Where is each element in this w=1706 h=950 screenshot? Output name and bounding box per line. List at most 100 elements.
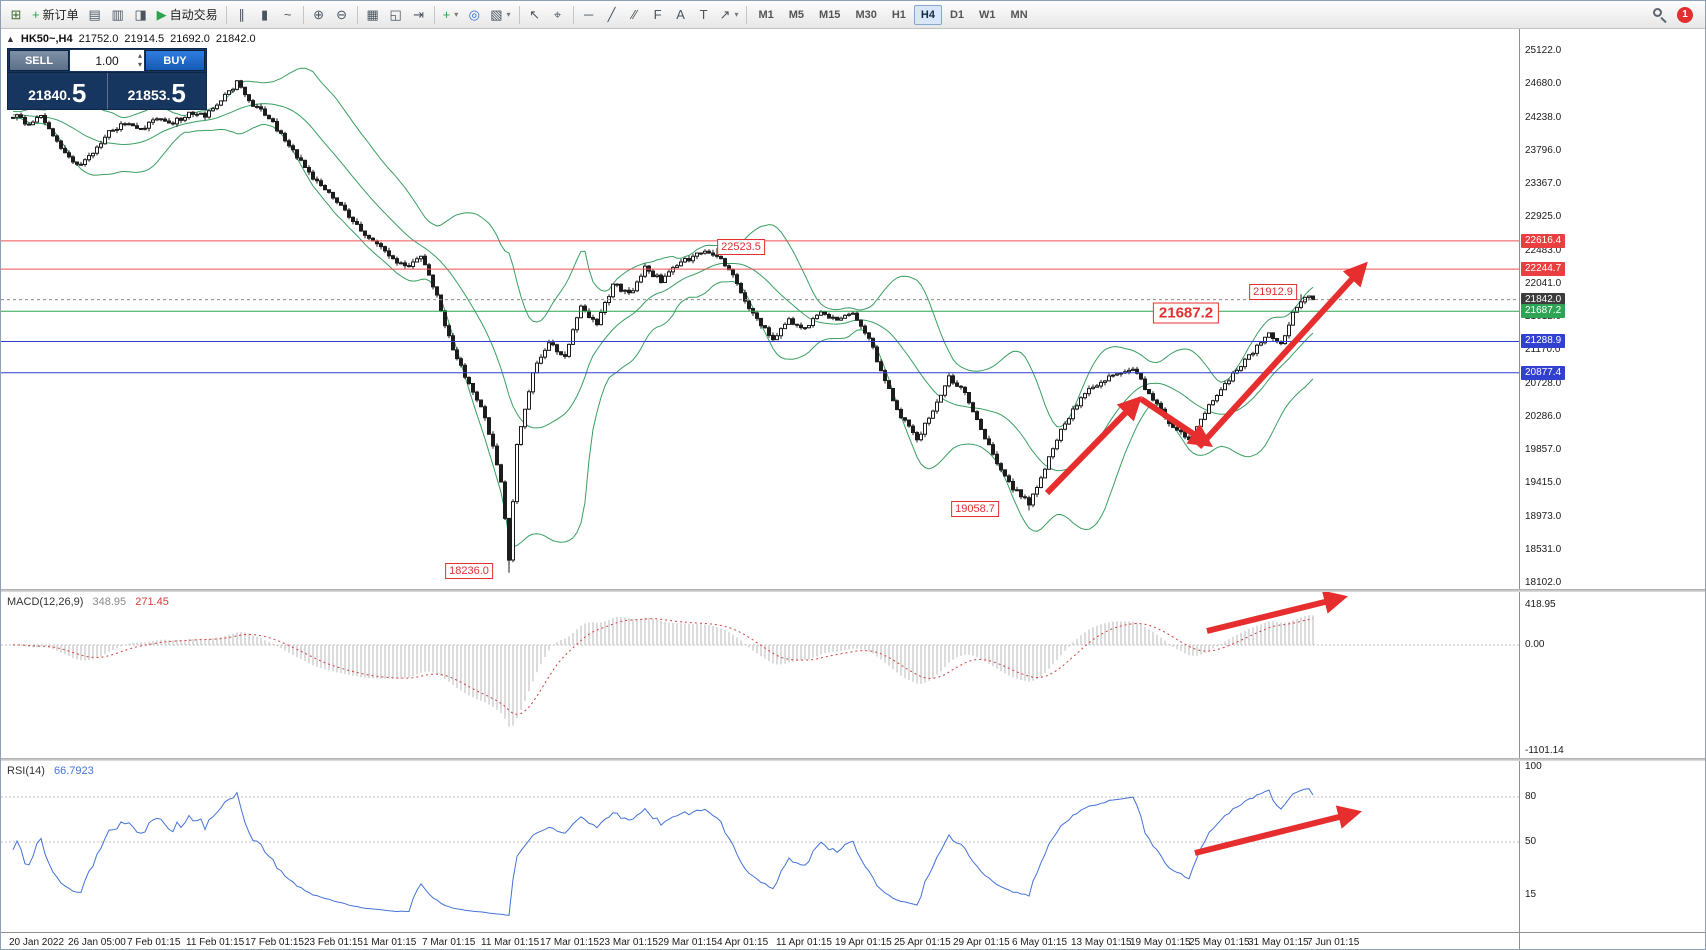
time-axis-label: 19 May 01:15 bbox=[1130, 937, 1191, 948]
data-window-icon: ▥ bbox=[111, 7, 124, 22]
horizontal-line-button[interactable]: ─ bbox=[578, 4, 600, 26]
panel-splitter[interactable] bbox=[1, 758, 1705, 761]
price-annotation[interactable]: 18236.0 bbox=[445, 563, 493, 579]
chart-shift-button[interactable]: ⇥ bbox=[408, 4, 430, 26]
sell-button[interactable]: SELL bbox=[9, 50, 69, 71]
timeframe-w1[interactable]: W1 bbox=[979, 8, 996, 21]
zoom-in-icon: ⊕ bbox=[313, 7, 325, 22]
template-button[interactable]: ▧ ▾ bbox=[486, 4, 514, 26]
candlestick-chart-icon: ▮ bbox=[261, 7, 269, 22]
bear-candles bbox=[19, 80, 1315, 561]
timeframe-mn[interactable]: MN bbox=[1010, 8, 1028, 21]
volume-stepper[interactable]: ▴ ▾ bbox=[138, 51, 142, 69]
trend-arrow[interactable] bbox=[1196, 261, 1368, 450]
new-order-label: 新订单 bbox=[42, 8, 79, 22]
price-axis-divider[interactable] bbox=[1519, 29, 1520, 949]
trend-arrow[interactable] bbox=[1206, 592, 1348, 634]
ohlc-high: 21914.5 bbox=[124, 33, 165, 45]
price-annotation[interactable]: 21912.9 bbox=[1249, 284, 1297, 300]
add-indicator-dropdown-icon[interactable]: ▾ bbox=[454, 10, 459, 19]
equidistant-channel-icon: ∕∕ bbox=[632, 7, 637, 22]
notifications-badge[interactable]: 1 bbox=[1677, 6, 1693, 23]
cursor-button[interactable]: ↖ bbox=[524, 4, 546, 26]
time-axis-label: 26 Jan 05:00 bbox=[68, 937, 126, 948]
timeframe-m30[interactable]: M30 bbox=[855, 8, 877, 21]
macd-panel[interactable] bbox=[1, 592, 1519, 758]
macd-histogram bbox=[12, 615, 1314, 727]
timeframe-h4[interactable]: H4 bbox=[913, 4, 942, 25]
rsi-value: 66.7923 bbox=[53, 765, 94, 777]
timeframe-m15[interactable]: M15 bbox=[819, 8, 841, 21]
rsi-panel[interactable] bbox=[1, 761, 1519, 932]
auto-refresh-button[interactable]: ◎ bbox=[463, 4, 485, 26]
price-annotation[interactable]: 19058.7 bbox=[951, 501, 999, 517]
volume-up-icon[interactable]: ▴ bbox=[137, 51, 142, 60]
volume-input[interactable]: 1.00 ▴ ▾ bbox=[70, 50, 144, 71]
data-window-button[interactable]: ▥ bbox=[107, 4, 129, 26]
rsi-indicator-label: RSI(14) 66.7923 bbox=[7, 765, 94, 777]
timeframe-m1[interactable]: M1 bbox=[758, 8, 774, 21]
candlestick-chart-button[interactable]: ▮ bbox=[254, 4, 276, 26]
bollinger-band bbox=[13, 117, 1314, 548]
price-axis-label: 25122.0 bbox=[1525, 45, 1562, 56]
auto-arrange-button[interactable]: ◱ bbox=[385, 4, 407, 26]
fibonacci-button[interactable]: F bbox=[647, 4, 669, 26]
arrows-tool-button[interactable]: ↗ ▾ bbox=[716, 4, 743, 26]
ohlc-close: 21842.0 bbox=[215, 33, 256, 45]
bar-chart-button[interactable]: ∥ bbox=[231, 4, 253, 26]
tile-windows-button[interactable]: ▦ bbox=[362, 4, 384, 26]
add-indicator-button[interactable]: + ▾ bbox=[439, 4, 463, 26]
trend-arrow[interactable] bbox=[1139, 396, 1213, 447]
rsi-axis-label: 15 bbox=[1525, 889, 1537, 900]
horizontal-line-icon: ─ bbox=[583, 7, 594, 22]
price-line-tag: 22616.4 bbox=[1521, 234, 1566, 248]
toolbar-separator bbox=[225, 5, 227, 24]
price-axis-label: 24680.0 bbox=[1525, 78, 1562, 89]
time-axis-label: 11 Mar 01:15 bbox=[481, 937, 540, 948]
trend-arrow[interactable] bbox=[1194, 805, 1362, 856]
equidistant-channel-button[interactable]: ∕∕ bbox=[624, 4, 646, 26]
timeframe-h1[interactable]: H1 bbox=[891, 8, 906, 21]
market-watch-button[interactable]: ▤ bbox=[84, 4, 106, 26]
cursor-icon: ↖ bbox=[529, 7, 540, 22]
toolbar-separator bbox=[518, 5, 520, 24]
trend-arrow[interactable] bbox=[1044, 395, 1143, 496]
collapse-quote-panel-icon[interactable]: ▲ bbox=[6, 34, 15, 44]
buy-price: 21853. 5 bbox=[108, 73, 207, 109]
price-annotation[interactable]: 22523.5 bbox=[717, 239, 765, 255]
price-axis-label: 18102.0 bbox=[1525, 577, 1562, 588]
template-dropdown-icon[interactable]: ▾ bbox=[506, 10, 511, 19]
navigator-icon: ◨ bbox=[134, 7, 147, 22]
toolbar-buttons: ⊞ + 新订单 ▤ ▥ ◨ ▶ 自动交易 ∥ ▮ ~ ⊕ ⊖ ▦ ◱ ⇥ + ▾ ◎ ▧ ▾ ↖ ⌖ ─ ╱ ∕∕ F A T ↗ ▾ M1 M… bbox=[5, 4, 1035, 26]
arrows-tool-dropdown-icon[interactable]: ▾ bbox=[734, 10, 739, 19]
time-axis-label: 11 Feb 01:15 bbox=[186, 937, 245, 948]
text-button[interactable]: A bbox=[670, 4, 692, 26]
new-order-button[interactable]: + 新订单 bbox=[28, 4, 83, 26]
timeframe-d1[interactable]: D1 bbox=[949, 8, 965, 21]
zoom-out-icon: ⊖ bbox=[336, 7, 348, 22]
navigator-button[interactable]: ◨ bbox=[130, 4, 152, 26]
crosshair-button[interactable]: ⌖ bbox=[547, 4, 569, 26]
ohlc-open: 21752.0 bbox=[78, 33, 119, 45]
time-axis-label: 25 May 01:15 bbox=[1189, 937, 1250, 948]
trendline-button[interactable]: ╱ bbox=[601, 4, 623, 26]
sell-price-big-digit: 5 bbox=[71, 78, 87, 108]
macd-indicator-label: MACD(12,26,9) 348.95 271.45 bbox=[7, 596, 169, 608]
volume-down-icon[interactable]: ▾ bbox=[137, 60, 142, 69]
trendline-icon: ╱ bbox=[607, 7, 616, 22]
sell-price: 21840. 5 bbox=[8, 73, 108, 109]
timeframe-m5[interactable]: M5 bbox=[788, 8, 805, 21]
panel-splitter[interactable] bbox=[1, 589, 1705, 592]
zoom-in-button[interactable]: ⊕ bbox=[308, 4, 330, 26]
zoom-out-button[interactable]: ⊖ bbox=[331, 4, 353, 26]
template-icon: ▧ bbox=[490, 7, 503, 22]
search-icon[interactable] bbox=[1652, 7, 1667, 24]
price-annotation[interactable]: 21687.2 bbox=[1152, 302, 1220, 324]
price-axis-label: 18973.0 bbox=[1525, 511, 1562, 522]
line-chart-button[interactable]: ~ bbox=[277, 4, 299, 26]
price-chart[interactable] bbox=[1, 29, 1519, 589]
new-chart-button[interactable]: ⊞ bbox=[5, 4, 27, 26]
autotrading-button[interactable]: ▶ 自动交易 bbox=[153, 4, 222, 26]
text-label-button[interactable]: T bbox=[693, 4, 715, 26]
buy-button[interactable]: BUY bbox=[145, 50, 205, 71]
